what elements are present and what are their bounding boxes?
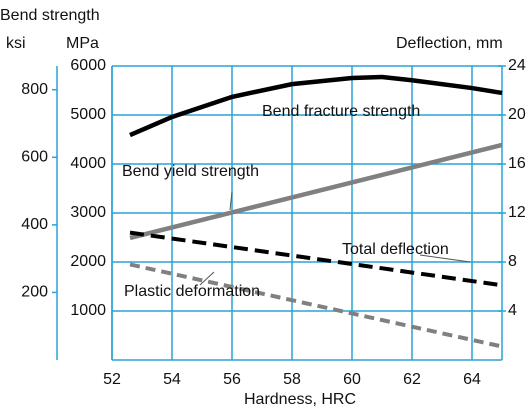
y2-tick-label: 24 [508, 57, 526, 74]
x-tick-label: 60 [343, 371, 361, 388]
leader [199, 271, 215, 286]
ksi-tick-label: 400 [21, 216, 48, 233]
y2-tick-label: 16 [508, 155, 526, 172]
series-line [129, 74, 503, 138]
x-tick-label: 52 [103, 371, 121, 388]
y-title: Bend strength [0, 7, 100, 24]
x-tick-label: 64 [463, 371, 481, 388]
y2-label: Deflection, mm [396, 35, 503, 52]
y-tick-label: 6000 [70, 57, 106, 74]
x-tick-label: 58 [283, 371, 301, 388]
series-line [129, 142, 503, 241]
x-label: Hardness, HRC [244, 391, 356, 408]
y2-tick-label: 20 [508, 106, 526, 123]
series-annotation: Total deflection [342, 241, 449, 258]
series-annotation: Bend fracture strength [262, 103, 420, 120]
ksi-tick-label: 200 [21, 284, 48, 301]
x-tick-label: 54 [163, 371, 181, 388]
y2-tick-label: 12 [508, 204, 526, 221]
y2-tick-label: 8 [508, 253, 517, 270]
leader [419, 254, 471, 263]
x-tick-label: 56 [223, 371, 241, 388]
leader [229, 191, 233, 211]
y2-tick-label: 4 [508, 302, 517, 319]
y-tick-label: 3000 [70, 204, 106, 221]
y-tick-label: 2000 [70, 253, 106, 270]
x-tick-label: 62 [403, 371, 421, 388]
mpa-label: MPa [66, 35, 99, 52]
series-annotation: Plastic deformation [124, 283, 260, 300]
ksi-label: ksi [6, 35, 26, 52]
series-annotation: Bend yield strength [122, 163, 259, 180]
y-tick-label: 4000 [70, 155, 106, 172]
y-tick-label: 1000 [70, 302, 106, 319]
y-tick-label: 5000 [70, 106, 106, 123]
ksi-tick-label: 800 [21, 81, 48, 98]
ksi-tick-label: 600 [21, 149, 48, 166]
